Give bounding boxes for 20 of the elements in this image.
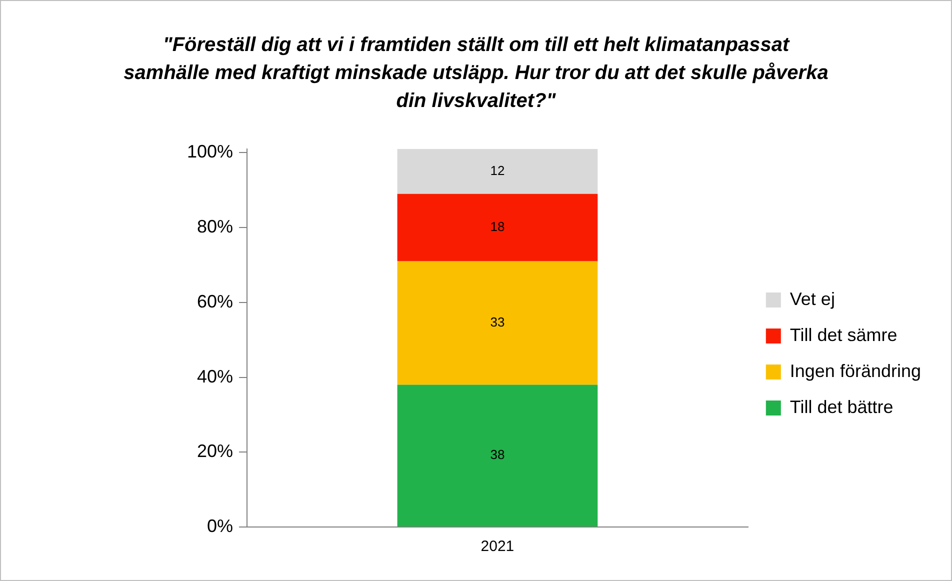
y-tick-label: 0% [207,516,234,536]
data-label: 18 [490,219,505,234]
y-tick-label: 60% [197,291,234,312]
bar [397,194,598,262]
data-label: 33 [490,314,505,330]
y-tick-label: 80% [197,216,234,237]
y-tick-label: 20% [197,441,234,462]
bar [397,149,598,194]
chart-title: "Föreställ dig att vi i framtiden ställt om till ett helt klimatanpassat samhälle med kraftigt minskade utsläpp. Hur tror du att det skulle påverka din livskvalitet?" [122,33,830,114]
x-tick-label: 2021 [480,538,514,556]
bar [397,261,598,385]
y-tick-label: 40% [197,366,234,386]
legend-label: Ingen förändring [790,360,922,381]
data-label: 12 [490,163,505,178]
legend-label: Vet ej [790,288,835,309]
bar [397,384,598,526]
y-tick-label: 100% [186,142,234,162]
legend-label: Till det bättre [790,396,894,417]
data-label: 38 [490,447,505,462]
legend-label: Till det sämre [790,324,898,345]
